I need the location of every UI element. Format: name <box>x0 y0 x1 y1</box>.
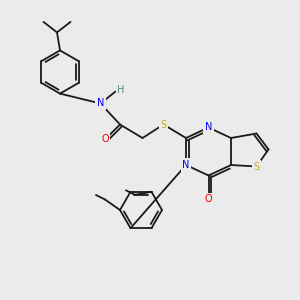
Text: N: N <box>97 98 104 109</box>
Text: O: O <box>101 134 109 145</box>
Text: N: N <box>182 160 190 170</box>
Text: S: S <box>254 161 260 172</box>
Text: S: S <box>160 119 166 130</box>
Text: O: O <box>205 194 212 205</box>
Text: N: N <box>205 122 212 133</box>
Text: H: H <box>117 85 124 95</box>
